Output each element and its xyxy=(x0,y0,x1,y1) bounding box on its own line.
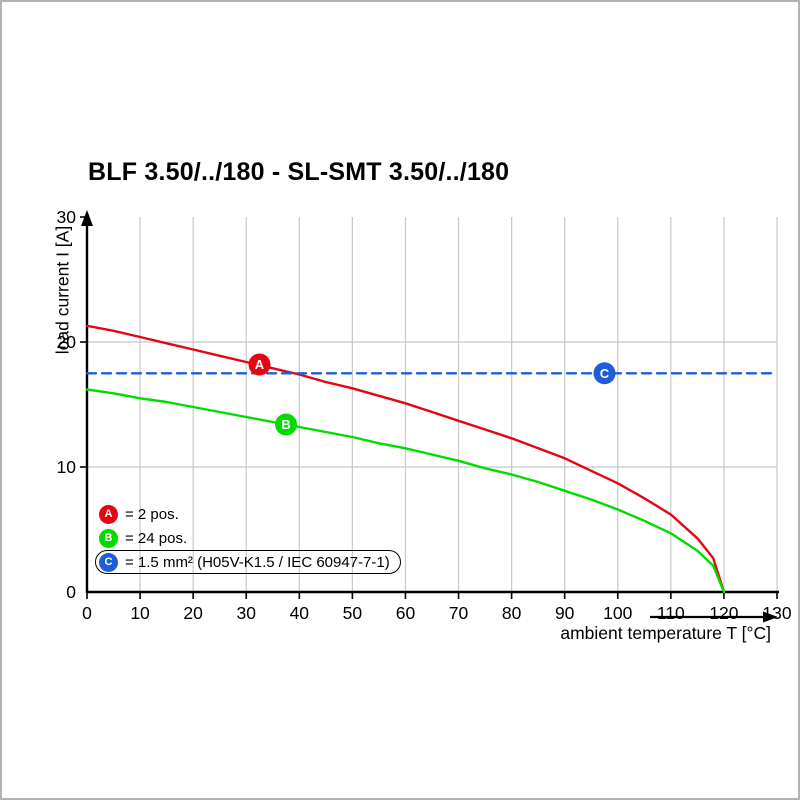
marker-C xyxy=(593,362,616,385)
x-tick-label: 100 xyxy=(603,603,632,623)
series-A-curve xyxy=(85,324,726,594)
y-tick-label: 20 xyxy=(57,332,77,352)
legend-label-C: = 1.5 mm² (H05V-K1.5 / IEC 60947-7-1) xyxy=(125,553,390,571)
x-axis-title: ambient temperature T [°C] xyxy=(560,623,771,643)
legend: A = 2 pos. B = 24 pos. C = 1.5 mm² (H05V-K1.5… xyxy=(95,502,401,574)
y-tick-label: 0 xyxy=(66,582,76,602)
legend-item-C: C = 1.5 mm² (H05V-K1.5 / IEC 60947-7-1) xyxy=(95,550,401,574)
marker-B xyxy=(275,413,298,436)
x-tick-label: 70 xyxy=(449,603,469,623)
y-tick-label: 10 xyxy=(57,457,77,477)
chart-title: BLF 3.50/../180 - SL-SMT 3.50/../180 xyxy=(88,158,510,186)
legend-label-A: = 2 pos. xyxy=(125,505,179,523)
x-tick-label: 50 xyxy=(343,603,363,623)
x-tick-label: 80 xyxy=(502,603,522,623)
x-tick-label: 110 xyxy=(657,603,685,623)
x-tick-label: 60 xyxy=(396,603,416,623)
series-B-curve xyxy=(85,388,726,594)
marker-B-label: B xyxy=(281,417,290,432)
legend-item-A: A = 2 pos. xyxy=(95,502,190,526)
x-tick-label: 120 xyxy=(709,603,738,623)
legend-marker-A-icon: A xyxy=(99,504,118,524)
x-tick-label: 10 xyxy=(130,603,150,623)
marker-A xyxy=(248,353,271,376)
x-tick-label: 90 xyxy=(555,603,575,623)
y-axis-arrow-icon xyxy=(81,210,93,226)
x-tick-label: 0 xyxy=(82,603,92,623)
marker-A-label: A xyxy=(255,357,265,372)
legend-marker-B-icon: B xyxy=(99,528,118,548)
x-tick-label: 40 xyxy=(290,603,310,623)
legend-label-B: = 24 pos. xyxy=(125,529,188,547)
marker-C-label: C xyxy=(600,366,610,381)
x-tick-label: 20 xyxy=(183,603,203,623)
y-tick-label: 30 xyxy=(57,207,77,227)
x-tick-label: 30 xyxy=(236,603,256,623)
legend-item-B: B = 24 pos. xyxy=(95,526,198,550)
x-axis-arrow-icon xyxy=(763,611,778,623)
legend-marker-C-icon: C xyxy=(99,552,118,572)
